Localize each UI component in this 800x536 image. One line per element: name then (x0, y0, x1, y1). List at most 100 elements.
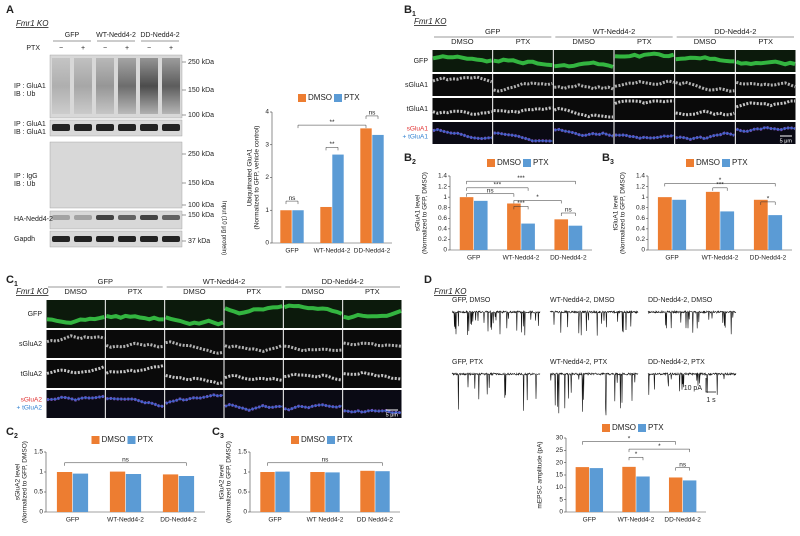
micrograph (105, 300, 165, 328)
y-tick-label: 1 (641, 194, 645, 201)
bar (473, 200, 488, 250)
y-tick-label: 20 (556, 459, 564, 466)
bar (568, 225, 583, 250)
dendrite (343, 370, 402, 381)
blot-smear (74, 58, 92, 114)
scale-label: 1 s (706, 397, 716, 404)
x-tick-label: GFP (268, 517, 281, 524)
bar (109, 471, 126, 512)
mepsc-trace (549, 372, 639, 416)
dendrite-overlay (165, 394, 224, 405)
panel-letter: B (404, 152, 412, 164)
legend-label: PTX (732, 158, 748, 167)
merge-label: + tGluA2 (17, 405, 43, 412)
micrograph (493, 122, 553, 144)
column-label: PTX (637, 37, 652, 46)
marker-label: 150 kDa (188, 180, 214, 187)
blot-label: IB : GluA1 (14, 129, 46, 136)
x-tick-label: DD-Nedd4-2 (750, 255, 787, 262)
y-tick-label: 1.4 (636, 173, 645, 180)
significance-label: ns (565, 207, 573, 214)
significance-bracket (664, 183, 776, 187)
scale-label: 5 μm (386, 412, 399, 418)
legend-label: DMSO (497, 158, 521, 167)
lane-group: GFP (65, 32, 80, 39)
bar (705, 191, 720, 250)
dendrite (105, 341, 164, 349)
significance-bracket (64, 462, 187, 466)
legend-swatch (523, 159, 531, 167)
legend-swatch (334, 94, 342, 102)
y-tick-label: 2 (265, 174, 269, 181)
column-label: DMSO (302, 287, 325, 296)
dendrite (493, 106, 553, 114)
bar (280, 210, 292, 243)
dendrite (553, 106, 613, 119)
marker-label: 150 kDa (188, 87, 214, 94)
input-label: Input (10 μg protein) (220, 201, 226, 255)
marker-label: 37 kDa (188, 238, 210, 245)
bar (375, 471, 390, 512)
micrograph (224, 300, 283, 328)
blot (49, 210, 183, 230)
column-label: PTX (365, 287, 380, 296)
dendrite (105, 313, 164, 322)
bar (125, 474, 142, 512)
dendrite (675, 109, 735, 117)
significance-bracket (628, 456, 644, 461)
blot-band (96, 236, 114, 242)
dendrite (165, 374, 224, 386)
bar (589, 468, 604, 512)
bar (507, 203, 521, 250)
x-tick-label: GFP (583, 517, 596, 524)
marker-label: 150 kDa (188, 212, 214, 219)
significance-bracket (582, 441, 676, 445)
significance-bracket (466, 180, 576, 185)
bar (622, 466, 636, 512)
micrograph (614, 98, 675, 120)
bar (554, 219, 569, 250)
dendrite (735, 59, 796, 67)
dendrite (432, 54, 493, 64)
blot-label: HA-Nedd4-2 (14, 216, 53, 223)
panel-subscript: 2 (14, 433, 18, 440)
bar (575, 467, 590, 512)
lane-sign: − (147, 45, 151, 52)
x-tick-label: WT-Nedd4-2 (702, 255, 739, 262)
micrograph (614, 74, 675, 96)
genotype: Fmr1 KO (414, 17, 446, 26)
blot (49, 54, 183, 119)
micrograph (432, 98, 493, 120)
image-group: DD-Nedd4-2 (322, 277, 364, 286)
bar (72, 473, 89, 512)
dendrite-overlay (224, 403, 283, 412)
legend-label: PTX (337, 435, 353, 444)
blot (49, 141, 183, 209)
row-label: sGluA1 (405, 82, 428, 89)
y-tick-label: 1 (243, 469, 247, 476)
row-label: GFP (28, 311, 43, 318)
micrograph (432, 74, 493, 96)
lane-sign: − (103, 45, 107, 52)
bar (672, 199, 687, 250)
dendrite (432, 75, 493, 84)
significance-label: ns (122, 457, 130, 464)
blot-smear (96, 58, 114, 114)
dendrite (284, 372, 342, 382)
blot-band (140, 124, 158, 131)
merge-label: sGluA1 (407, 126, 429, 133)
y-tick-label: 0.5 (34, 489, 43, 496)
micrograph (553, 122, 614, 144)
significance-label: * (767, 196, 770, 203)
dendrite (165, 315, 224, 327)
micrograph (735, 122, 796, 144)
x-tick-label: WT-Nedd4-2 (503, 255, 540, 262)
lane-sign: + (125, 45, 129, 52)
dendrite (675, 55, 735, 64)
lane-sign: − (59, 45, 63, 52)
micrograph (553, 50, 614, 72)
bar (682, 480, 697, 512)
blot-smear (140, 58, 158, 114)
significance-label: *** (494, 182, 502, 189)
legend-label: PTX (648, 423, 664, 432)
